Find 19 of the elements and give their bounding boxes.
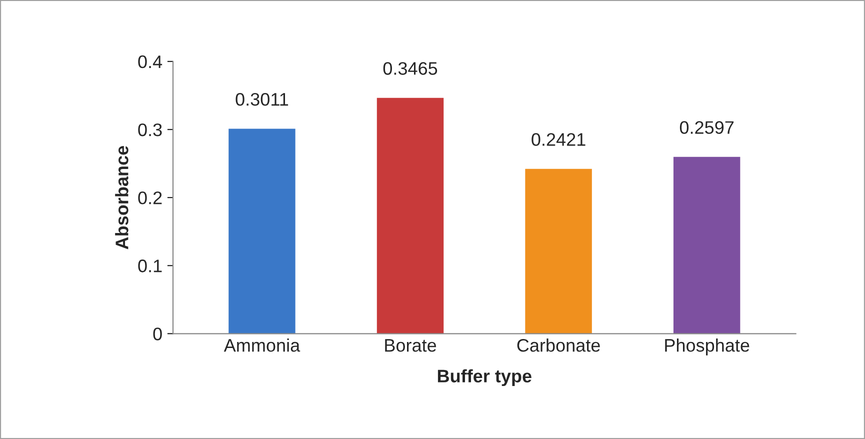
bar xyxy=(376,98,444,334)
x-tick-label: Carbonate xyxy=(517,338,600,352)
x-tick-label: Borate xyxy=(385,339,436,352)
x-axis-title: Buffer type xyxy=(438,369,532,386)
data-label: 0.2421 xyxy=(532,133,586,146)
x-tick-label: Phosphate xyxy=(665,338,750,356)
data-label: 0.2597 xyxy=(680,121,734,134)
y-tick-label: 0.4 xyxy=(138,55,162,68)
y-tick-label: 0 xyxy=(153,328,162,340)
bar xyxy=(228,128,296,334)
bar xyxy=(673,156,740,334)
y-axis-title: Absorbance xyxy=(115,146,128,250)
y-tick-label: 0.3 xyxy=(138,123,162,136)
y-tick-label: 0.2 xyxy=(138,191,162,204)
data-label: 0.3011 xyxy=(236,92,288,106)
bar xyxy=(525,168,592,334)
y-tick-label: 0.1 xyxy=(138,260,162,272)
data-label: 0.3465 xyxy=(383,62,438,75)
x-tick-label: Ammonia xyxy=(224,338,300,352)
